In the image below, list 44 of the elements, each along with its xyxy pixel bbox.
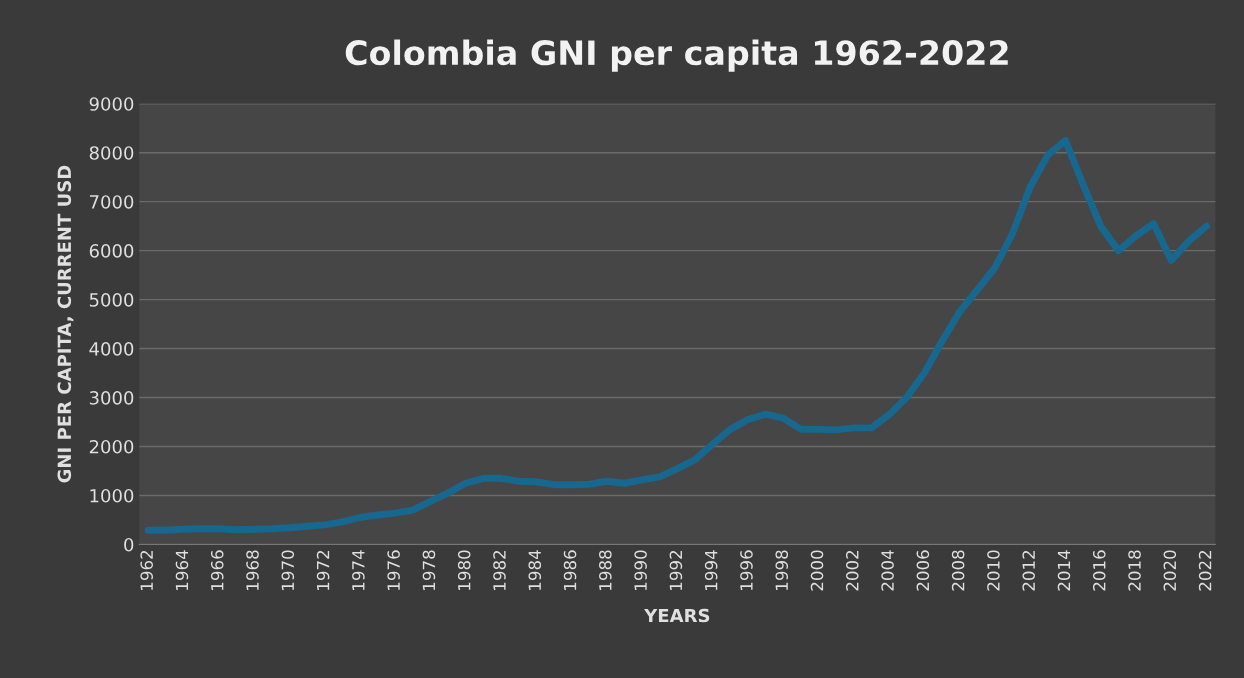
x-tick-label: 1974	[352, 550, 365, 590]
chart-title: Colombia GNI per capita 1962-2022	[345, 39, 1008, 72]
x-tick-label: 2006	[916, 550, 930, 591]
x-tick-label: 1990	[634, 550, 647, 590]
x-axis-title: YEARS	[644, 608, 710, 623]
x-tick-label: 2016	[1092, 550, 1106, 591]
y-tick-label: 8000	[89, 146, 134, 160]
x-tick-label: 1982	[493, 550, 506, 590]
x-tick-label: 1988	[599, 550, 612, 590]
y-tick-label: 4000	[89, 342, 134, 356]
x-tick-label: 2014	[1057, 550, 1071, 591]
y-tick-label: 0	[124, 537, 134, 552]
y-axis-title: GNI PER CAPITA, CURRENT USD	[57, 165, 74, 483]
x-tick-label: 1970	[281, 550, 295, 590]
y-tick-label: 7000	[90, 195, 134, 209]
x-tick-label: 2008	[951, 550, 965, 591]
x-tick-label: 2010	[987, 550, 1000, 591]
x-tick-label: 1996	[740, 550, 753, 590]
x-tick-label: 1992	[669, 550, 683, 590]
x-tick-label: 1972	[316, 550, 330, 590]
x-tick-label: 1968	[246, 550, 259, 590]
x-tick-label: 2004	[881, 550, 894, 591]
x-tick-label: 1976	[387, 550, 400, 590]
x-tick-label: 1994	[704, 550, 718, 590]
y-tick-label: 6000	[89, 244, 134, 258]
x-tick-label: 1962	[140, 550, 153, 590]
x-tick-label: 2012	[1022, 550, 1035, 591]
x-tick-label: 1984	[528, 550, 542, 590]
y-tick-label: 3000	[89, 390, 134, 405]
x-tick-label: 2018	[1128, 550, 1141, 591]
x-tick-label: 2002	[845, 550, 859, 591]
y-tick-label: 5000	[89, 293, 134, 307]
x-tick-label: 1986	[563, 550, 577, 590]
x-tick-label: 1980	[457, 550, 471, 590]
x-tick-label: 1966	[210, 550, 224, 590]
x-tick-label: 1978	[422, 550, 436, 590]
y-tick-label: 9000	[89, 97, 134, 111]
x-tick-label: 2020	[1163, 550, 1177, 591]
x-tick-label: 1964	[175, 550, 189, 590]
y-tick-label: 1000	[90, 488, 134, 503]
x-tick-label: 2000	[810, 550, 824, 591]
x-tick-label: 2022	[1198, 550, 1212, 591]
x-tick-label: 1998	[775, 550, 789, 590]
y-tick-label: 2000	[89, 439, 134, 454]
